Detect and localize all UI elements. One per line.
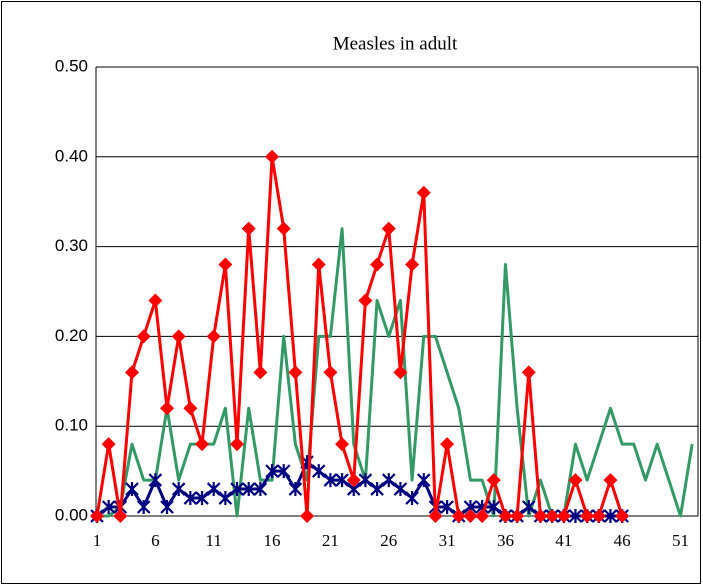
- x-tick-label: 41: [555, 531, 572, 550]
- point: [545, 509, 560, 523]
- point: [405, 491, 419, 506]
- point: [323, 365, 338, 380]
- point: [171, 329, 186, 344]
- point: [498, 509, 513, 523]
- point: [335, 473, 349, 488]
- point: [556, 509, 571, 523]
- point: [206, 329, 221, 344]
- point: [440, 500, 454, 515]
- point: [393, 365, 408, 380]
- point: [370, 482, 384, 497]
- point: [183, 401, 198, 416]
- point: [136, 329, 151, 344]
- point: [160, 500, 174, 515]
- point: [125, 482, 139, 497]
- point: [113, 509, 128, 523]
- point: [288, 482, 303, 497]
- x-tick-label: 1: [93, 531, 102, 550]
- point: [568, 473, 583, 488]
- point: [416, 473, 431, 488]
- point: [101, 437, 116, 452]
- point: [381, 221, 396, 236]
- x-tick-label: 21: [322, 531, 339, 550]
- point: [475, 509, 490, 523]
- point: [195, 491, 209, 506]
- point: [206, 482, 221, 497]
- point: [136, 500, 151, 515]
- point: [521, 365, 536, 380]
- point: [90, 509, 104, 523]
- point: [463, 509, 478, 523]
- point: [487, 500, 501, 515]
- point: [183, 491, 198, 506]
- point: [358, 473, 373, 488]
- y-tick-label: 0.20: [55, 326, 88, 345]
- point: [440, 437, 455, 452]
- point: [381, 473, 396, 488]
- x-tick-label: 16: [264, 531, 281, 550]
- point: [265, 149, 280, 164]
- y-tick-label: 0.30: [55, 236, 88, 255]
- point: [300, 509, 315, 523]
- y-tick-label: 0.00: [55, 505, 88, 524]
- point: [591, 509, 606, 523]
- point: [253, 482, 268, 497]
- point: [311, 257, 326, 272]
- point: [125, 365, 140, 380]
- point: [370, 257, 385, 272]
- point: [288, 365, 303, 380]
- point: [218, 257, 233, 272]
- point: [323, 473, 338, 488]
- point: [230, 437, 245, 452]
- point: [615, 509, 630, 523]
- point: [568, 509, 583, 523]
- point: [346, 473, 361, 488]
- x-tick-label: 46: [614, 531, 631, 550]
- x-tick-label: 36: [497, 531, 514, 550]
- point: [276, 221, 291, 236]
- point: [253, 365, 268, 380]
- x-tick-label: 6: [151, 531, 160, 550]
- point: [265, 464, 279, 479]
- chart-title: Measles in adult: [333, 33, 458, 54]
- point: [486, 473, 501, 488]
- point: [148, 293, 163, 308]
- point: [428, 509, 443, 523]
- point: [230, 482, 244, 497]
- point: [335, 437, 350, 452]
- point: [195, 437, 210, 452]
- series-line: [95, 155, 624, 518]
- point: [218, 491, 233, 506]
- point: [101, 500, 116, 515]
- point: [241, 482, 256, 497]
- point: [276, 464, 291, 479]
- y-tick-label: 0.40: [55, 146, 88, 165]
- x-tick-label: 31: [439, 531, 456, 550]
- y-tick-label: 0.10: [55, 416, 88, 435]
- point: [160, 401, 175, 416]
- point: [603, 473, 618, 488]
- point: [171, 482, 186, 497]
- point: [358, 293, 373, 308]
- point: [311, 464, 326, 479]
- point: [580, 509, 595, 523]
- point: [451, 509, 466, 523]
- point: [405, 257, 420, 272]
- x-tick-label: 51: [672, 531, 689, 550]
- point: [241, 221, 256, 236]
- point: [533, 509, 548, 523]
- point: [148, 473, 163, 488]
- x-tick-label: 11: [206, 531, 222, 550]
- point: [522, 500, 536, 515]
- point: [393, 482, 408, 497]
- x-tick-label: 26: [380, 531, 397, 550]
- y-tick-label: 0.50: [55, 56, 88, 75]
- point: [510, 509, 525, 523]
- point: [416, 185, 431, 200]
- point: [603, 509, 618, 523]
